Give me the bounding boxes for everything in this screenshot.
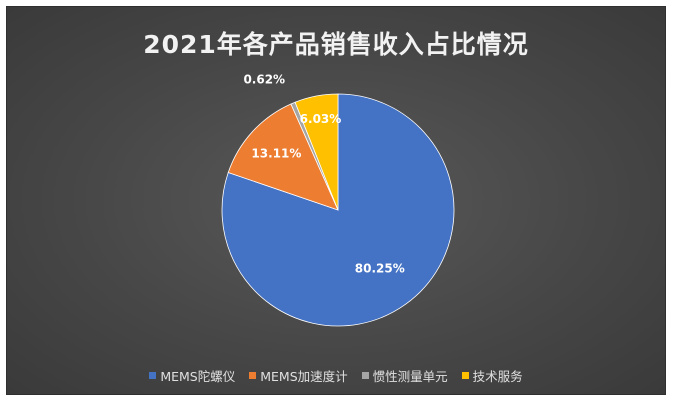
pie-chart: 80.25% 13.11% 0.62% 6.03% [221,73,455,327]
slice-tech-service [294,93,339,211]
legend-swatch [149,372,157,379]
legend-item-imu: 惯性测量单元 [361,366,448,385]
legend-label: 技术服务 [472,369,523,384]
legend-label: MEMS加速度计 [260,369,348,384]
data-label: 6.03% [300,112,342,126]
legend-swatch [461,372,469,379]
slice-mems-accelerometer [227,103,339,211]
legend-label: MEMS陀螺仪 [160,369,236,384]
data-label: 0.62% [243,73,285,87]
legend-item-mems-gyroscope: MEMS陀螺仪 [149,366,235,385]
legend-swatch [361,372,369,379]
legend-label: 惯性测量单元 [372,369,448,384]
data-label: 13.11% [251,147,301,161]
chart-title: 2021年各产品销售收入占比情况 [143,30,529,59]
chart-area: 2021年各产品销售收入占比情况 80.25% 13.11% 0.62% 6.03% … [6,6,666,395]
legend-item-tech-service: 技术服务 [461,366,523,385]
legend-swatch [249,372,257,379]
data-label: 80.25% [355,262,405,276]
legend-item-mems-accelerometer: MEMS加速度计 [249,366,348,385]
legend: MEMS陀螺仪 MEMS加速度计 惯性测量单元 技术服务 [7,366,665,385]
